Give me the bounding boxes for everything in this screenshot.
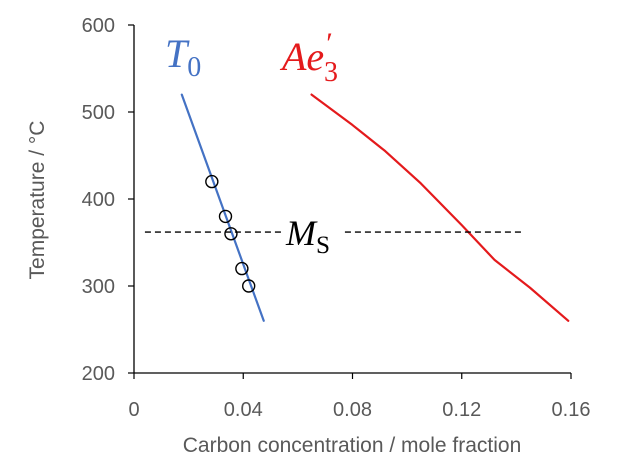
ae3-line <box>310 93 570 322</box>
x-tick-label: 0.16 <box>552 399 591 421</box>
y-tick-label: 600 <box>82 15 115 37</box>
x-axis-title: Carbon concentration / mole fraction <box>183 434 522 457</box>
y-axis-title: Temperature / °C <box>26 121 49 280</box>
t0-line <box>180 93 265 322</box>
x-tick-labels: 0 0.04 0.08 0.12 0.16 <box>128 399 590 421</box>
y-tick-label: 400 <box>82 189 115 211</box>
data-point-marker <box>224 227 238 241</box>
t0-label: T0 <box>165 31 201 83</box>
x-tick-label: 0.08 <box>333 399 372 421</box>
data-point-marker <box>205 174 219 189</box>
y-tick-label: 500 <box>82 102 115 124</box>
x-tick-label: 0 <box>128 399 139 421</box>
series-labels: T0 Ae′ 3 MS <box>165 27 342 259</box>
axes <box>128 24 572 379</box>
x-tick-label: 0.04 <box>224 399 263 421</box>
data-point-marker <box>242 279 256 293</box>
data-point-marker <box>218 209 233 224</box>
ms-label-background <box>282 215 342 253</box>
series-layer <box>180 93 570 322</box>
y-tick-label: 300 <box>82 276 115 298</box>
y-tick-label: 200 <box>82 363 115 385</box>
y-tick-labels: 200 300 400 500 600 <box>82 15 115 385</box>
data-point-marker <box>235 261 249 276</box>
ms-label: MS <box>285 213 330 259</box>
x-tick-label: 0.12 <box>442 399 481 421</box>
ae3-label: Ae′ 3 <box>279 27 338 88</box>
